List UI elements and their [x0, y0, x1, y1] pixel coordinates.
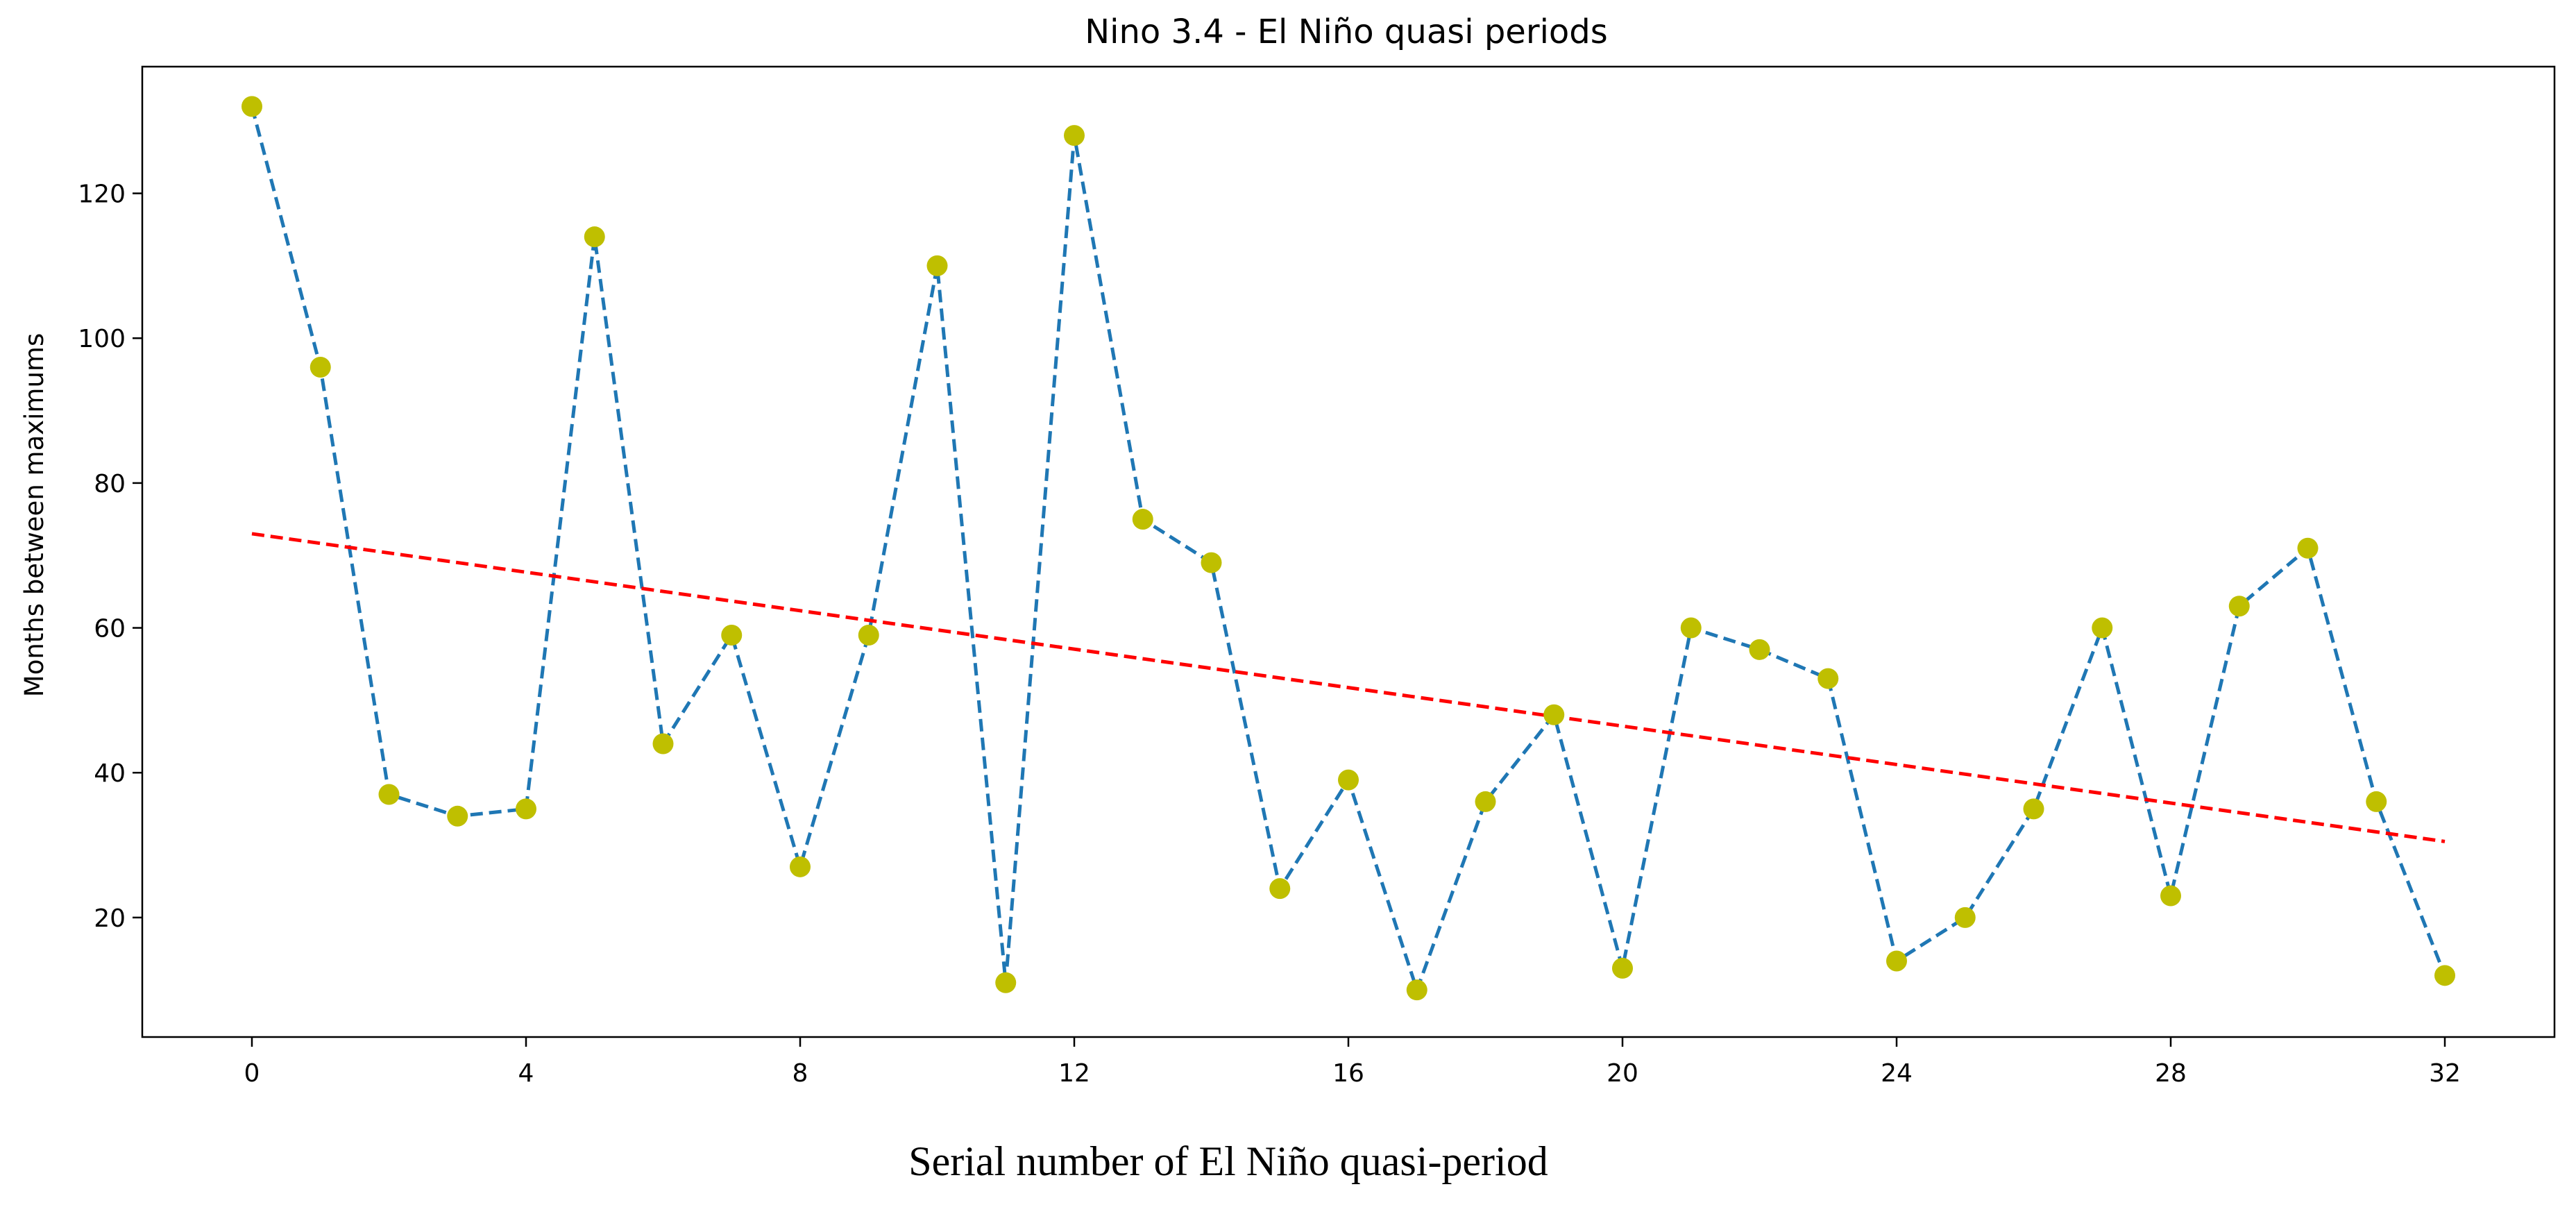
trend-line [251, 532, 2446, 843]
data-point-marker [2228, 596, 2250, 617]
data-point-marker [1749, 639, 1770, 660]
data-point-marker [1338, 769, 1359, 791]
data-point-marker [1064, 125, 1085, 146]
data-point-marker [858, 624, 879, 646]
data-point-marker [2297, 537, 2319, 559]
x-tick-label: 8 [793, 1059, 808, 1088]
y-tick-label: 60 [94, 615, 126, 643]
chart-title: Nino 3.4 - El Niño quasi periods [1085, 12, 1608, 51]
y-tick-label: 40 [94, 759, 126, 788]
data-point-marker [1543, 704, 1565, 725]
data-point-marker [310, 356, 331, 378]
x-tick-label: 12 [1058, 1059, 1090, 1088]
y-tick-label: 120 [78, 180, 126, 209]
data-point-marker [2092, 617, 2113, 639]
data-point-marker [2160, 885, 2181, 907]
data-point-marker [1612, 957, 1633, 979]
data-point-marker [1201, 552, 1222, 573]
data-point-marker [721, 624, 743, 646]
data-point-marker [790, 856, 811, 877]
y-tick-label: 100 [78, 325, 126, 353]
data-point-marker [1475, 791, 1496, 812]
y-tick-label: 80 [94, 470, 126, 498]
y-tick-label: 20 [94, 904, 126, 933]
marker-layer [242, 96, 2455, 1001]
data-point-marker [584, 226, 605, 248]
x-axis-label: Serial number of El Niño quasi-period [908, 1138, 1548, 1184]
data-point-marker [1269, 878, 1291, 900]
data-point-marker [447, 805, 468, 827]
data-point-marker [2366, 791, 2387, 812]
data-point-marker [516, 798, 536, 820]
data-point-marker [1406, 979, 1427, 1001]
trend-layer [251, 532, 2446, 843]
data-point-marker [2023, 798, 2044, 820]
y-axis-label: Months between maximums [19, 333, 49, 697]
x-tick-label: 28 [2155, 1059, 2187, 1088]
x-tick-label: 32 [2429, 1059, 2461, 1088]
data-point-marker [1680, 617, 1702, 639]
data-point-marker [926, 255, 948, 276]
data-point-marker [242, 96, 262, 117]
x-tick-label: 16 [1332, 1059, 1364, 1088]
data-point-marker [652, 733, 674, 755]
data-point-marker [1132, 509, 1153, 530]
data-point-marker [1817, 668, 1839, 689]
x-tick-label: 20 [1607, 1059, 1638, 1088]
x-tick-label: 4 [518, 1059, 534, 1088]
x-axis-ticks: 0 4 8 12 16 20 24 28 32 [244, 1037, 2461, 1088]
data-point-marker [378, 784, 400, 805]
data-point-marker [2434, 965, 2455, 986]
x-tick-label: 0 [244, 1059, 260, 1088]
data-point-marker [1954, 907, 1976, 928]
data-point-marker [995, 972, 1017, 993]
y-axis-ticks: 20 40 60 80 100 120 [78, 180, 142, 933]
data-point-marker [1886, 950, 1907, 972]
x-tick-label: 24 [1881, 1059, 1913, 1088]
